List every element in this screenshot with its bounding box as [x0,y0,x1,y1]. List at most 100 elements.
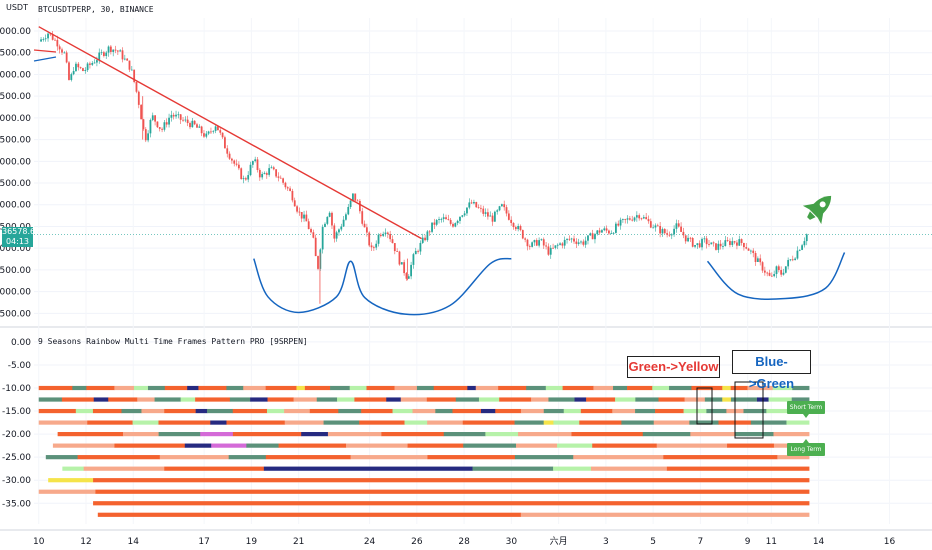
candle-body [156,121,159,128]
candle-body [731,241,734,245]
candle-body [603,228,606,231]
rainbow-band-segment [613,385,628,391]
candle-body [307,221,310,230]
candle-body [473,202,475,204]
candle-body [412,254,415,265]
candle-body [47,33,49,39]
rainbow-band-segment [158,420,211,425]
candle-body [177,114,180,116]
candle-body [670,234,673,236]
candle-body [663,229,666,234]
candle-body [158,127,161,129]
candle-body [542,239,545,246]
candle-body [580,241,582,243]
candle-body [680,226,682,232]
rainbow-band-segment [495,408,522,414]
indicator-tick-label: -15.00 [2,407,31,417]
candle-body [638,215,641,219]
rainbow-band-segment [48,478,94,483]
rainbow-band-segment [655,408,684,414]
candle-body [263,173,266,174]
candle-body [230,158,233,161]
candle-body [584,240,587,245]
rainbow-band-segment [658,397,685,402]
price-tick-label: 52500.00 [0,92,31,102]
rainbow-band-segment [593,385,614,391]
candle-body [666,233,669,235]
rainbow-band-segment [743,408,767,414]
candle-body [659,226,662,234]
rainbow-band-segment [386,397,402,402]
candle-body [214,126,217,131]
rainbow-band-segment [346,443,408,448]
candle-body [768,272,771,276]
candle-body [752,250,755,254]
candle-body [556,244,559,246]
rainbow-band-segment [666,466,810,471]
rainbow-band-segment [472,466,554,471]
candle-body [598,230,601,233]
candle-body [144,129,147,141]
candle-body [594,234,596,240]
candle-body [240,168,243,180]
rainbow-band-segment [734,432,774,437]
candle-body [526,239,529,247]
rainbow-band-segment [284,408,311,414]
rainbow-band-segment [133,385,149,391]
rainbow-band-segment [137,397,155,402]
symbol-label[interactable]: BTCUSDTPERP, 30, BINANCE [38,5,154,14]
rainbow-band-segment [349,385,367,391]
rainbow-band-segment [323,420,360,425]
candle-body [461,215,464,217]
candle-body [154,115,156,122]
rainbow-band-segment [642,432,691,437]
rainbow-band-segment [265,385,297,391]
indicator-title[interactable]: 9 Seasons Rainbow Multi Time Frames Patt… [38,337,308,346]
rainbow-band-segment [498,385,527,391]
candle-body [801,245,803,250]
rainbow-band-segment [92,408,122,414]
candle-body [317,256,319,269]
rainbow-band-segment [87,420,133,425]
candle-body [356,200,359,202]
rainbow-band-segment [573,455,664,460]
candle-body [559,243,561,245]
candle-body [468,202,471,208]
candle-body [305,214,308,222]
candle-body [398,251,401,265]
candle-body [147,133,150,141]
candle-body [645,217,648,220]
candle-body [608,230,610,234]
candle-body [640,218,643,220]
candle-body [130,69,133,71]
candle-body [796,250,799,259]
indicator-tick-label: -25.00 [2,453,31,463]
candle-body [787,260,790,267]
rainbow-band-segment [77,455,161,460]
candle-body [300,212,303,219]
candle-body [761,262,764,271]
candle-body [615,223,617,233]
candle-body [133,69,136,82]
candle-body [591,233,594,240]
candle-body [749,250,752,252]
candle-body [96,60,98,63]
candle-body [631,219,634,221]
candle-body [440,218,443,220]
rainbow-band-segment [354,397,387,402]
rainbow-band-segment [427,455,516,460]
rainbow-band-segment [195,397,231,402]
candle-body [484,212,487,214]
blue-green-label: Blue->Green [732,350,811,391]
candle-body [777,266,780,271]
candle-body [449,219,452,224]
rainbow-band-segment [526,385,547,391]
rainbow-band-segment [108,397,138,402]
rainbow-band-segment [407,443,464,448]
candle-body [382,233,385,236]
candle-body [705,238,708,245]
rainbow-band-segment [462,420,515,425]
candle-body [363,223,366,228]
candle-body [454,223,457,227]
